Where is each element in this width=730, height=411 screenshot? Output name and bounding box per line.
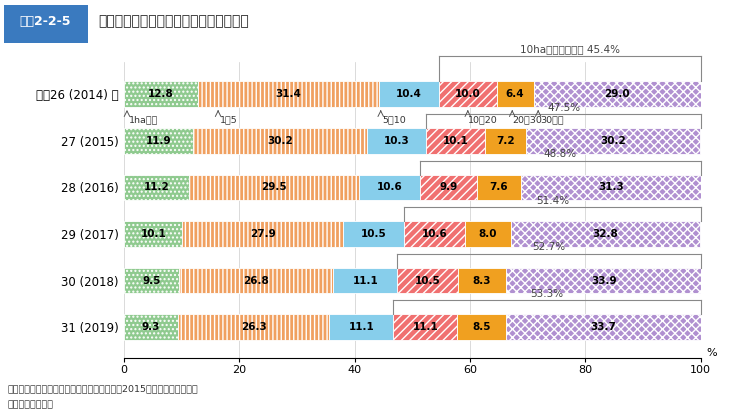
Bar [397,268,458,293]
Bar [334,268,397,293]
Bar [367,128,426,154]
Bar [485,128,526,154]
Text: 9.3: 9.3 [142,322,160,332]
Bar [329,314,393,340]
Text: 5～10: 5～10 [382,115,406,124]
Text: 7.2: 7.2 [496,136,515,146]
Bar [439,81,496,107]
Text: 10.5: 10.5 [361,229,386,239]
Bar [124,175,188,200]
Bar [188,175,359,200]
Text: 10.4: 10.4 [396,89,422,99]
Text: 11.2: 11.2 [144,182,169,192]
Text: 51.4%: 51.4% [536,196,569,206]
Bar [420,175,477,200]
Bar [124,128,193,154]
Text: 27.9: 27.9 [250,229,276,239]
Bar [511,221,700,247]
Bar [477,175,521,200]
Text: 11.1: 11.1 [348,322,374,332]
Bar [426,128,485,154]
Text: 9.5: 9.5 [142,276,161,286]
Text: 33.7: 33.7 [591,322,617,332]
Text: 10ha以上の構成比 45.4%: 10ha以上の構成比 45.4% [520,44,620,54]
Text: 30.2: 30.2 [267,136,293,146]
Text: 1～5: 1～5 [220,115,237,124]
Text: 10.6: 10.6 [377,182,402,192]
Text: 8.5: 8.5 [473,322,491,332]
Bar [458,268,506,293]
Bar [521,175,702,200]
Text: 26.3: 26.3 [241,322,266,332]
FancyBboxPatch shape [4,5,88,43]
Text: 20～30: 20～30 [512,115,542,124]
Bar [193,128,367,154]
Text: 12.8: 12.8 [148,89,174,99]
Text: 9.9: 9.9 [439,182,458,192]
Text: 8.3: 8.3 [473,276,491,286]
Text: 47.5%: 47.5% [547,103,580,113]
Text: 52.7%: 52.7% [533,242,566,252]
Text: 11.1: 11.1 [353,276,378,286]
Bar [179,268,334,293]
Bar [526,128,700,154]
Bar [534,81,701,107]
Bar [182,221,343,247]
Text: 6.4: 6.4 [506,89,524,99]
Text: 11.1: 11.1 [412,322,438,332]
Text: 注：各年２月時点: 注：各年２月時点 [7,401,53,410]
Text: 10.3: 10.3 [384,136,410,146]
Bar [343,221,404,247]
Text: 30.2: 30.2 [600,136,626,146]
Bar [124,81,198,107]
Text: %: % [707,348,717,358]
Bar [124,268,179,293]
Bar [404,221,465,247]
Bar [198,81,379,107]
Text: 48.8%: 48.8% [544,149,577,159]
Bar [465,221,511,247]
Text: 10.6: 10.6 [421,229,447,239]
Bar [359,175,420,200]
Bar [379,81,439,107]
Text: 53.3%: 53.3% [531,289,564,299]
Text: 7.6: 7.6 [490,182,508,192]
Bar [393,314,458,340]
Text: 10.0: 10.0 [455,89,480,99]
Bar [124,314,177,340]
Text: 10.5: 10.5 [415,276,441,286]
Bar [506,268,702,293]
Text: 30以上: 30以上 [540,115,564,124]
Text: 図表2-2-5: 図表2-2-5 [20,15,71,28]
Text: 29.5: 29.5 [261,182,287,192]
Text: 11.9: 11.9 [145,136,172,146]
Bar [177,314,329,340]
Bar [496,81,534,107]
Text: 8.0: 8.0 [479,229,497,239]
Bar [124,221,182,247]
Text: 10～20: 10～20 [468,115,498,124]
Text: 26.8: 26.8 [243,276,269,286]
Text: 1ha未満: 1ha未満 [128,115,158,124]
Text: 経営耕地面積規模別カバー率（構成比）: 経営耕地面積規模別カバー率（構成比） [99,14,250,28]
Text: 32.8: 32.8 [593,229,618,239]
Text: 33.9: 33.9 [591,276,616,286]
Text: 31.3: 31.3 [599,182,624,192]
Text: 資料：農林水産省「農業構造動態調査」、「2015年農林業センサス」: 資料：農林水産省「農業構造動態調査」、「2015年農林業センサス」 [7,384,198,393]
Text: 29.0: 29.0 [604,89,630,99]
Bar [507,314,701,340]
Text: 31.4: 31.4 [275,89,301,99]
Bar [458,314,507,340]
Text: 10.1: 10.1 [442,136,468,146]
Text: 10.1: 10.1 [140,229,166,239]
